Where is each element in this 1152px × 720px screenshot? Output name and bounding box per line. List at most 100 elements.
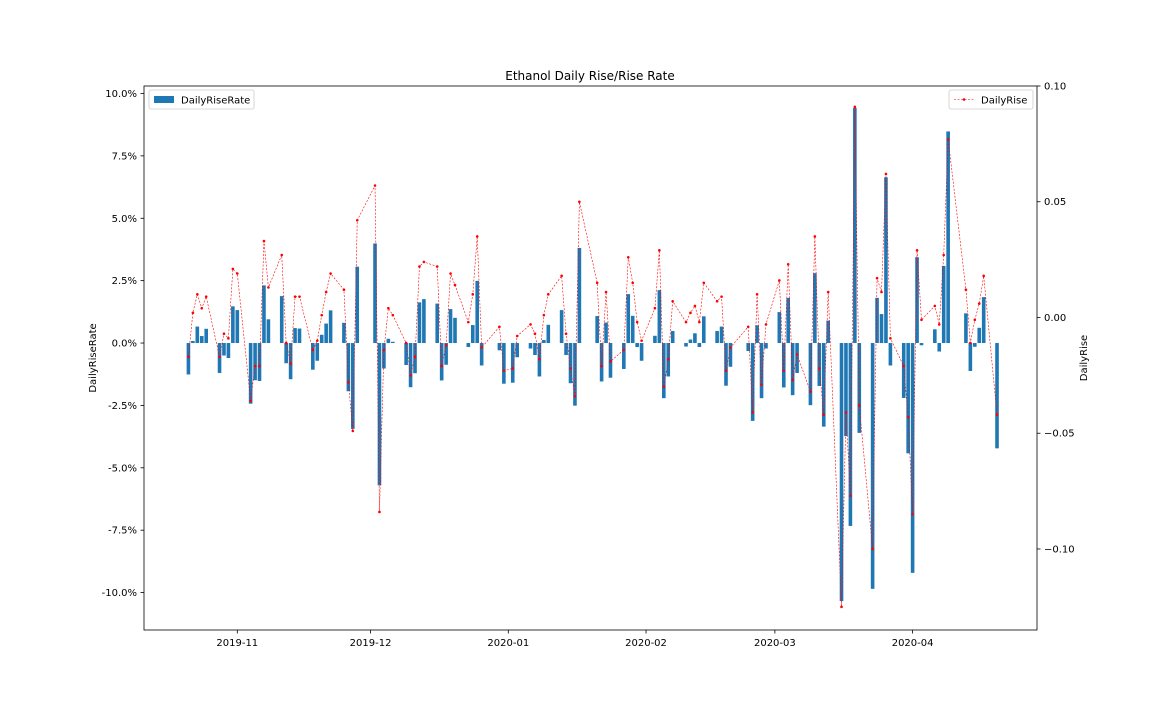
bar-99 [826,320,830,344]
bar-7 [226,343,231,358]
bar-20 [311,343,315,370]
bar-42 [448,309,453,344]
bar-81 [715,331,719,344]
bar-55 [542,340,546,344]
y-right-tick-label-0: 0.10 [1044,82,1066,93]
bar-113 [915,257,919,344]
legend-bars-label: DailyRiseRate [181,96,250,107]
line-point-88 [760,383,763,386]
line-point-40 [440,364,443,368]
bar-19 [297,328,302,344]
line-point-105 [871,547,874,551]
bar-112 [910,343,915,573]
bar-94 [795,343,799,373]
bar-123 [981,297,986,344]
line-point-76 [684,320,688,324]
bar-48 [497,343,502,351]
line-point-87 [755,293,759,296]
line-point-94 [795,353,799,356]
bar-84 [728,343,733,367]
bar-78 [693,333,697,344]
line-point-1 [191,311,195,315]
line-point-4 [204,295,208,298]
bar-111 [906,343,910,454]
bar-76 [684,343,688,347]
line-point-50 [511,367,515,370]
bar-9 [235,310,240,344]
bar-27 [351,343,355,429]
bar-22 [319,334,324,344]
line-point-3 [200,306,204,310]
line-point-2 [196,293,199,296]
line-point-38 [422,260,426,264]
line-point-16 [284,341,288,345]
line-point-86 [751,411,754,414]
line-point-80 [702,281,706,285]
line-point-98 [822,413,826,417]
y-left-tick-label-4: 0.0% [112,339,137,350]
line-point-33 [391,313,395,317]
line-point-95 [809,390,812,393]
line-point-74 [666,357,670,361]
line-point-79 [698,320,701,324]
line-point-115 [933,304,937,308]
bar-102 [848,343,853,526]
line-point-14 [267,286,270,289]
line-point-72 [658,249,661,252]
bar-51 [515,343,519,358]
bar-100 [839,343,844,602]
line-point-18 [293,295,297,298]
bar-60 [573,343,577,406]
bar-34 [404,343,408,365]
line-point-21 [315,339,319,342]
bar-18 [293,328,297,344]
line-point-101 [844,411,848,414]
bar-61 [577,247,582,344]
bar-72 [657,290,662,344]
bar-118 [946,131,950,344]
line-point-34 [404,341,408,345]
y-left-tick-label-0: 10.0% [105,89,137,100]
bar-104 [857,343,862,433]
bar-37 [417,302,422,344]
line-point-70 [640,339,643,342]
line-point-108 [884,172,888,176]
line-point-107 [880,290,883,294]
line-point-35 [409,374,412,377]
bar-2 [195,326,200,344]
legend-bars-box [148,89,255,110]
line-point-73 [662,385,666,389]
bar-91 [781,343,786,388]
line-point-5 [218,355,221,359]
bar-83 [724,343,728,386]
line-point-0 [187,355,190,359]
line-point-120 [969,341,972,345]
bar-49 [502,343,506,384]
bar-95 [808,343,813,406]
line-point-67 [626,255,630,259]
line-point-62 [595,281,599,285]
line-point-15 [280,253,284,257]
bar-109 [888,343,893,366]
bar-0 [186,343,191,375]
bar-21 [315,343,320,361]
x-axis: 2019-11 2019-12 2020-01 2020-02 2020-03 2020-… [216,630,934,649]
line-point-54 [538,357,541,361]
y-right-tick-label-3: −0.05 [1044,429,1075,440]
line-point-99 [826,290,830,294]
bar-82 [719,326,724,344]
bar-24 [328,310,333,344]
bar-93 [790,343,795,396]
line-point-45 [471,293,475,296]
line-point-13 [262,239,266,243]
legend-line-label: DailyRise [981,96,1027,107]
bar-119 [964,313,968,344]
bar-3 [199,336,204,344]
line-point-20 [311,348,315,352]
bar-77 [688,339,693,344]
line-point-81 [715,299,719,303]
line-point-122 [977,302,981,305]
line-point-12 [258,364,261,368]
bar-series-daily-rise-rate [186,107,999,602]
line-point-83 [724,369,728,373]
